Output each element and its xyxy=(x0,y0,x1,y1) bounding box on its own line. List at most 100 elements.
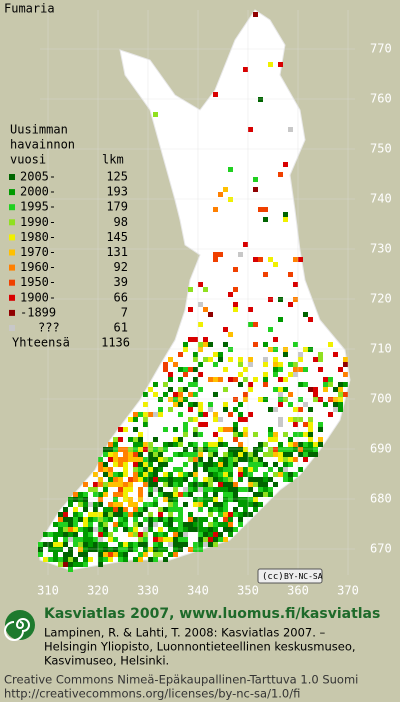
square xyxy=(298,447,303,452)
square xyxy=(218,252,223,257)
y-grid-label: 680 xyxy=(370,492,392,506)
square xyxy=(183,537,188,542)
square xyxy=(138,437,143,442)
square xyxy=(308,442,313,447)
square xyxy=(228,512,233,517)
square xyxy=(143,457,148,462)
square xyxy=(78,512,83,517)
square xyxy=(313,387,318,392)
square xyxy=(138,477,143,482)
square xyxy=(253,462,258,467)
square xyxy=(88,557,93,562)
square xyxy=(168,497,173,502)
grid: 770 760 750 740 730 720 710 700 690 680 670 310 320 3… xyxy=(37,10,392,598)
square xyxy=(253,342,258,347)
square xyxy=(173,392,178,397)
square xyxy=(73,512,78,517)
square xyxy=(208,447,213,452)
square xyxy=(178,482,183,487)
legend-label: 2000- xyxy=(20,185,56,199)
square xyxy=(103,462,108,467)
license-link[interactable]: http://creativecommons.org/licenses/by-n… xyxy=(4,687,300,701)
legend-count-heading: lkm xyxy=(102,153,124,167)
square xyxy=(278,447,283,452)
square xyxy=(133,512,138,517)
square xyxy=(223,427,228,432)
square xyxy=(198,517,203,522)
legend-total-count: 1136 xyxy=(101,336,130,350)
square xyxy=(173,507,178,512)
square xyxy=(253,482,258,487)
square xyxy=(143,442,148,447)
square xyxy=(168,477,173,482)
square xyxy=(178,402,183,407)
square xyxy=(143,552,148,557)
square xyxy=(103,527,108,532)
square xyxy=(283,432,288,437)
site-link[interactable]: Kasviatlas 2007, www.luomus.fi/kasviatla… xyxy=(44,606,380,622)
square xyxy=(143,502,148,507)
square xyxy=(128,447,133,452)
square xyxy=(318,437,323,442)
square xyxy=(193,517,198,522)
square xyxy=(223,402,228,407)
square xyxy=(113,547,118,552)
square xyxy=(108,502,113,507)
square xyxy=(193,452,198,457)
square xyxy=(278,467,283,472)
square xyxy=(143,467,148,472)
square xyxy=(168,502,173,507)
square xyxy=(273,337,278,342)
square xyxy=(228,452,233,457)
square xyxy=(108,537,113,542)
square xyxy=(168,492,173,497)
square xyxy=(103,552,108,557)
square xyxy=(208,512,213,517)
square xyxy=(243,472,248,477)
square xyxy=(78,527,83,532)
square xyxy=(193,502,198,507)
square xyxy=(188,457,193,462)
square xyxy=(183,502,188,507)
square xyxy=(233,432,238,437)
square xyxy=(173,482,178,487)
legend-swatch xyxy=(9,204,15,211)
square xyxy=(298,452,303,457)
square xyxy=(228,477,233,482)
y-grid-label: 700 xyxy=(370,392,392,406)
square xyxy=(243,447,248,452)
square xyxy=(178,522,183,527)
square xyxy=(83,552,88,557)
square xyxy=(278,367,283,372)
square xyxy=(148,412,153,417)
square xyxy=(48,542,53,547)
square xyxy=(113,512,118,517)
square xyxy=(203,492,208,497)
square xyxy=(243,242,248,247)
square xyxy=(83,492,88,497)
square xyxy=(123,452,128,457)
square xyxy=(173,547,178,552)
square xyxy=(138,557,143,562)
square xyxy=(238,372,243,377)
square xyxy=(168,407,173,412)
square xyxy=(328,342,333,347)
x-grid-label: 360 xyxy=(287,584,309,598)
square xyxy=(178,507,183,512)
square xyxy=(153,457,158,462)
square xyxy=(208,527,213,532)
square xyxy=(283,347,288,352)
square xyxy=(118,522,123,527)
square xyxy=(198,387,203,392)
square xyxy=(223,497,228,502)
square xyxy=(253,12,258,17)
square xyxy=(263,372,268,377)
square xyxy=(203,532,208,537)
square xyxy=(88,542,93,547)
square xyxy=(153,552,158,557)
square xyxy=(253,432,258,437)
square xyxy=(278,472,283,477)
square xyxy=(253,507,258,512)
square xyxy=(203,527,208,532)
square xyxy=(158,492,163,497)
